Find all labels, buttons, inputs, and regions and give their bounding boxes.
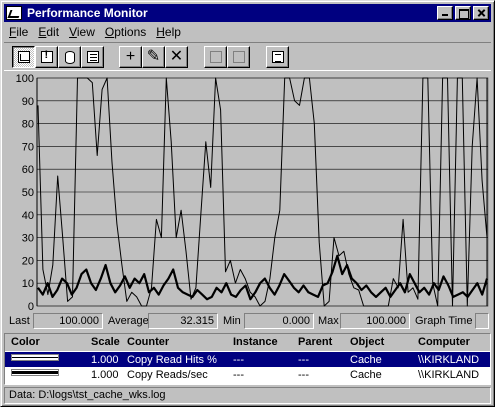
- y-tick-label: 90: [22, 96, 34, 108]
- col-object: Object: [350, 336, 384, 348]
- chart-area: 100 90 80 70 60 50 40 30 20 10 0: [4, 72, 491, 312]
- status-bar: Data: D:\logs\tst_cache_wks.log: [4, 387, 491, 404]
- y-tick-label: 80: [22, 119, 34, 131]
- menu-view[interactable]: View: [64, 25, 100, 39]
- col-parent: Parent: [298, 336, 332, 348]
- min-value: 0.000: [244, 313, 314, 329]
- y-tick-label: 60: [22, 164, 34, 176]
- col-color: Color: [11, 336, 40, 348]
- perfmon-app-icon[interactable]: [6, 6, 22, 20]
- color-swatch: [11, 354, 59, 361]
- row-counter: Copy Reads/sec: [127, 369, 208, 381]
- add-counter-button[interactable]: +: [119, 46, 142, 68]
- update-now-icon[interactable]: [227, 46, 250, 68]
- stats-bar: Last 100.000 Average 32.315 Min 0.000 Ma…: [4, 313, 491, 330]
- title-bar[interactable]: Performance Monitor: [4, 4, 491, 22]
- col-computer: Computer: [418, 336, 470, 348]
- row-object: Cache: [350, 369, 382, 381]
- minimize-button[interactable]: [437, 6, 453, 20]
- legend-header: Color Scale Counter Instance Parent Obje…: [5, 334, 490, 351]
- graph-time-value: [475, 313, 489, 329]
- y-tick-label: 50: [22, 187, 34, 199]
- options-icon[interactable]: [266, 46, 289, 68]
- close-button[interactable]: [473, 6, 489, 20]
- legend-row[interactable]: 1.000 Copy Reads/sec --- --- Cache \\KIR…: [5, 367, 490, 382]
- row-instance: ---: [233, 354, 244, 366]
- last-label: Last: [9, 315, 30, 327]
- graph-time-label: Graph Time: [415, 315, 472, 327]
- row-parent: ---: [298, 354, 309, 366]
- row-parent: ---: [298, 369, 309, 381]
- row-scale: 1.000: [91, 354, 119, 366]
- y-tick-label: 40: [22, 210, 34, 222]
- menu-options[interactable]: Options: [100, 25, 151, 39]
- row-scale: 1.000: [91, 369, 119, 381]
- delete-counter-button[interactable]: ✕: [165, 46, 188, 68]
- col-scale: Scale: [91, 336, 120, 348]
- row-computer: \\KIRKLAND: [418, 369, 479, 381]
- min-label: Min: [223, 315, 241, 327]
- color-swatch: [11, 369, 59, 376]
- y-tick-label: 30: [22, 233, 34, 245]
- maximize-button[interactable]: [455, 6, 471, 20]
- y-tick-label: 100: [16, 73, 34, 85]
- window-title: Performance Monitor: [27, 6, 148, 20]
- window-controls: [435, 6, 489, 20]
- y-tick-label: 0: [28, 301, 34, 312]
- average-value: 32.315: [148, 313, 218, 329]
- menu-file[interactable]: File: [4, 25, 33, 39]
- alert-view-icon[interactable]: [35, 46, 58, 68]
- bookmark-icon[interactable]: [204, 46, 227, 68]
- y-tick-label: 10: [22, 278, 34, 290]
- col-counter: Counter: [127, 336, 169, 348]
- last-value: 100.000: [33, 313, 103, 329]
- edit-counter-button[interactable]: ✎: [142, 46, 165, 68]
- row-instance: ---: [233, 369, 244, 381]
- menu-edit[interactable]: Edit: [33, 25, 64, 39]
- row-counter: Copy Read Hits %: [127, 354, 217, 366]
- max-label: Max: [318, 315, 339, 327]
- legend-row[interactable]: 1.000 Copy Read Hits % --- --- Cache \\K…: [5, 352, 490, 367]
- y-tick-label: 20: [22, 255, 34, 267]
- row-object: Cache: [350, 354, 382, 366]
- report-view-icon[interactable]: [81, 46, 104, 68]
- average-label: Average: [108, 315, 149, 327]
- toolbar: + ✎ ✕: [4, 42, 491, 71]
- max-value: 100.000: [340, 313, 410, 329]
- chart-view-icon[interactable]: [12, 46, 35, 68]
- y-tick-label: 70: [22, 141, 34, 153]
- row-computer: \\KIRKLAND: [418, 354, 479, 366]
- menu-help[interactable]: Help: [151, 25, 186, 39]
- status-text: Data: D:\logs\tst_cache_wks.log: [9, 389, 166, 401]
- col-instance: Instance: [233, 336, 278, 348]
- menu-bar: File Edit View Options Help: [4, 23, 491, 41]
- log-view-icon[interactable]: [58, 46, 81, 68]
- legend-table: Color Scale Counter Instance Parent Obje…: [4, 333, 491, 385]
